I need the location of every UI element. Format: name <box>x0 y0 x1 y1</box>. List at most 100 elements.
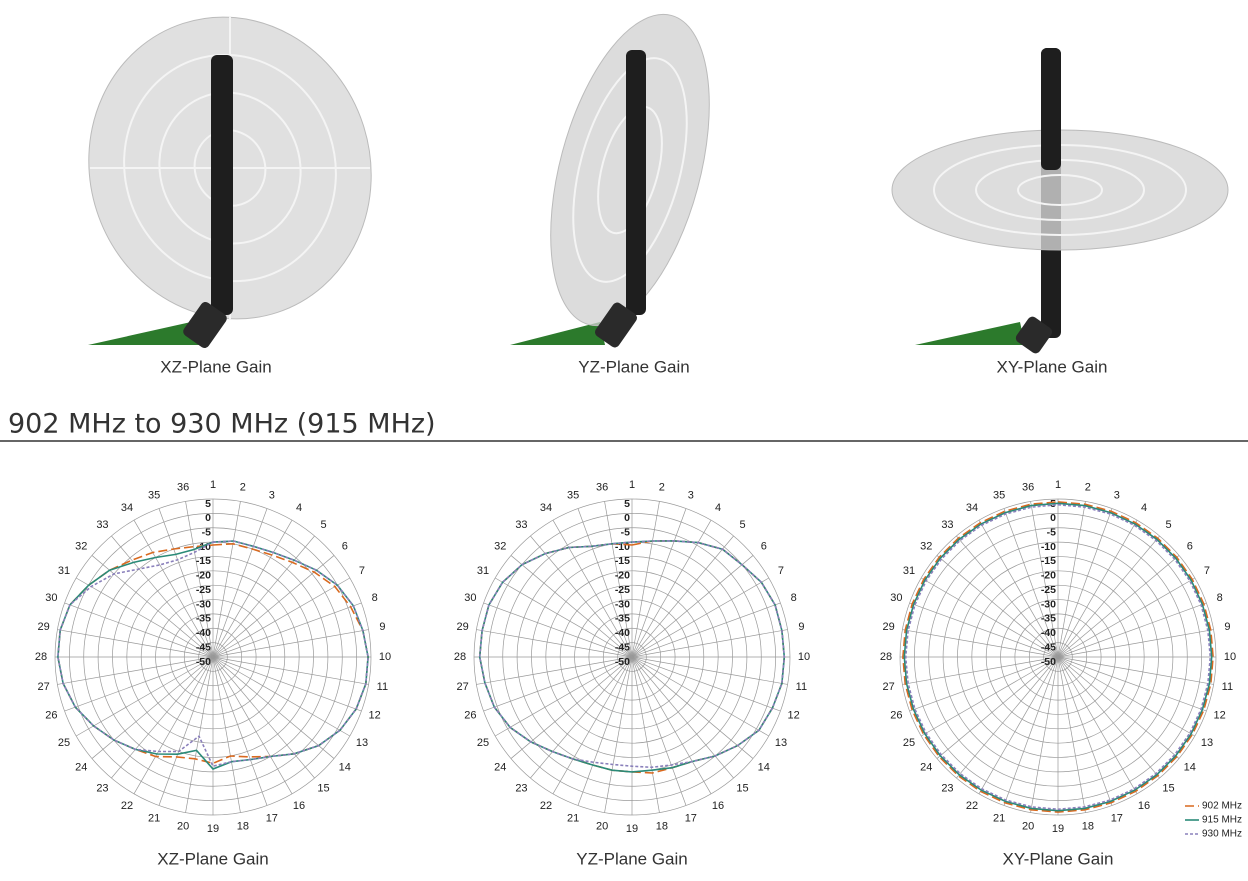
spoke <box>530 535 633 658</box>
grid-ring <box>602 627 662 687</box>
angle-label: 33 <box>515 519 527 531</box>
spoke <box>1057 508 1113 658</box>
angle-label: 36 <box>1022 482 1034 494</box>
angle-label: 23 <box>515 783 527 795</box>
angle-label: 16 <box>1138 800 1150 812</box>
chart-caption: XZ-Plane Gain <box>157 849 269 868</box>
grid-ring <box>928 527 1188 787</box>
series-line <box>478 540 786 769</box>
spoke <box>1057 602 1207 658</box>
angle-label: 13 <box>775 737 787 749</box>
spoke <box>936 656 1059 759</box>
grid-ring <box>617 642 647 672</box>
spoke <box>1057 555 1180 658</box>
spoke <box>212 656 351 737</box>
spoke <box>1057 629 1214 658</box>
angle-label: 20 <box>596 820 608 832</box>
angle-label: 25 <box>903 737 915 749</box>
radial-tick-label: 0 <box>1050 512 1056 524</box>
angle-label: 25 <box>477 737 489 749</box>
grid-ring <box>140 584 286 730</box>
spoke <box>604 501 633 658</box>
angle-label: 29 <box>882 621 894 633</box>
angle-label: 1 <box>210 479 216 491</box>
radial-tick-label: -5 <box>202 527 211 539</box>
radial-tick-label: -30 <box>615 598 630 610</box>
angle-label: 2 <box>1085 482 1091 494</box>
spoke <box>1057 656 1180 759</box>
radial-tick-label: -45 <box>1041 641 1056 653</box>
spoke <box>57 656 214 685</box>
angle-label: 4 <box>715 502 721 514</box>
angle-label: 17 <box>685 813 697 825</box>
legend-label: 915 MHz <box>1202 815 1242 826</box>
angle-label: 33 <box>941 519 953 531</box>
spoke <box>494 656 633 737</box>
spoke <box>552 519 633 658</box>
spoke <box>212 535 315 658</box>
angle-label: 10 <box>798 651 810 663</box>
angle-label: 32 <box>920 540 932 552</box>
angle-label: 31 <box>477 565 489 577</box>
series-line <box>57 540 369 768</box>
angle-label: 32 <box>494 540 506 552</box>
grid-ring <box>1000 599 1116 715</box>
series-line <box>57 540 369 770</box>
spoke <box>158 508 214 658</box>
angle-label: 1 <box>1055 479 1061 491</box>
angle-label: 28 <box>35 651 47 663</box>
angle-label: 22 <box>121 800 133 812</box>
radial-tick-label: -10 <box>1041 541 1056 553</box>
angle-label: 5 <box>739 519 745 531</box>
radial-tick-label: -25 <box>196 584 211 596</box>
antenna-image-xy <box>891 48 1229 354</box>
series-line <box>902 501 1214 813</box>
spoke <box>476 629 633 658</box>
radial-tick-label: 0 <box>624 512 630 524</box>
polar-chart: 1 234567891011121314151617181920212223242… <box>35 479 391 869</box>
spoke <box>111 535 214 658</box>
spoke <box>212 602 362 658</box>
grid-ring <box>899 498 1217 816</box>
spoke <box>631 629 788 658</box>
spoke <box>631 656 687 806</box>
grid-ring <box>1028 627 1088 687</box>
radial-tick-label: -25 <box>1041 584 1056 596</box>
radial-tick-label: -45 <box>196 641 211 653</box>
spoke <box>1057 656 1138 795</box>
series-line <box>57 542 369 765</box>
grid-ring <box>198 642 228 672</box>
spoke <box>212 508 268 658</box>
angle-label: 19 <box>1052 823 1064 835</box>
spoke <box>133 656 214 795</box>
angle-label: 5 <box>1165 519 1171 531</box>
angle-label: 14 <box>339 761 351 773</box>
angle-label: 11 <box>1222 681 1233 693</box>
angle-label: 13 <box>356 737 368 749</box>
angle-label: 12 <box>788 710 800 722</box>
angle-label: 11 <box>377 681 388 693</box>
angle-label: 3 <box>688 489 694 501</box>
antenna-image-yz <box>510 13 710 348</box>
angle-label: 22 <box>966 800 978 812</box>
spoke <box>909 602 1059 658</box>
grid-ring <box>169 613 257 701</box>
spoke <box>212 656 241 813</box>
radial-tick-label: -40 <box>615 627 630 639</box>
angle-label: 30 <box>45 592 57 604</box>
angle-label: 6 <box>1187 540 1193 552</box>
angle-label: 32 <box>75 540 87 552</box>
angle-label: 7 <box>778 565 784 577</box>
angle-label: 21 <box>148 813 160 825</box>
angle-label: 29 <box>37 621 49 633</box>
grid-ring <box>971 570 1145 744</box>
angle-label: 28 <box>454 651 466 663</box>
angle-label: 10 <box>1224 651 1236 663</box>
radial-tick-label: -15 <box>615 555 630 567</box>
spoke <box>631 656 788 685</box>
spoke <box>212 656 362 712</box>
spoke <box>91 555 214 658</box>
spoke <box>631 656 660 813</box>
